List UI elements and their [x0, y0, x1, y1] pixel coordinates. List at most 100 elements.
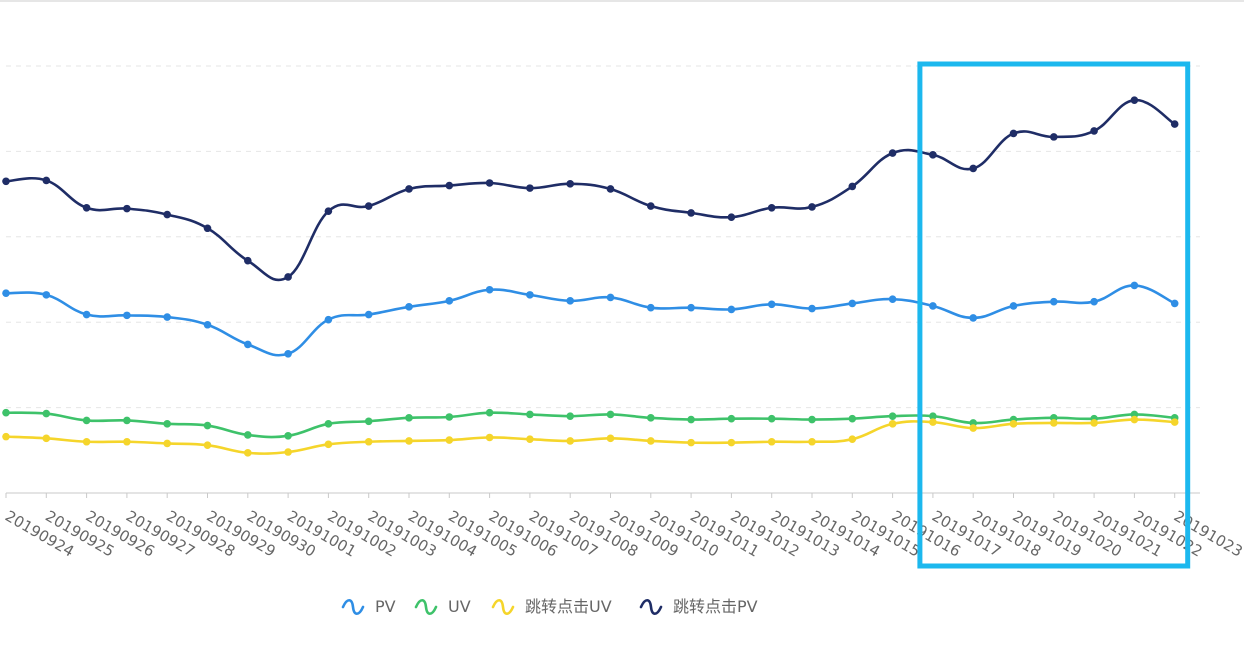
- data-point[interactable]: [606, 293, 615, 302]
- data-point[interactable]: [1170, 418, 1179, 426]
- data-point[interactable]: [284, 431, 292, 440]
- data-point[interactable]: [445, 297, 454, 305]
- data-point[interactable]: [808, 203, 816, 211]
- data-point[interactable]: [647, 303, 655, 312]
- data-point[interactable]: [1130, 96, 1139, 104]
- data-point[interactable]: [2, 432, 10, 441]
- data-point[interactable]: [606, 434, 615, 443]
- data-point[interactable]: [526, 184, 534, 192]
- data-point[interactable]: [324, 207, 333, 215]
- legend-item[interactable]: PV: [341, 597, 396, 616]
- data-point[interactable]: [647, 202, 655, 210]
- data-point[interactable]: [929, 302, 937, 310]
- data-point[interactable]: [405, 185, 413, 193]
- data-point[interactable]: [526, 435, 534, 443]
- data-point[interactable]: [364, 417, 373, 426]
- data-point[interactable]: [203, 421, 212, 430]
- data-point[interactable]: [526, 291, 534, 299]
- data-point[interactable]: [687, 415, 695, 424]
- data-point[interactable]: [42, 291, 51, 299]
- data-point[interactable]: [848, 182, 857, 191]
- data-point[interactable]: [123, 311, 131, 320]
- data-point[interactable]: [405, 303, 413, 311]
- data-point[interactable]: [848, 435, 857, 443]
- data-point[interactable]: [687, 438, 695, 447]
- data-point[interactable]: [888, 149, 897, 157]
- data-point[interactable]: [203, 441, 212, 449]
- data-point[interactable]: [82, 310, 91, 319]
- data-point[interactable]: [405, 414, 413, 422]
- data-point[interactable]: [808, 415, 816, 424]
- data-point[interactable]: [1009, 420, 1018, 428]
- data-point[interactable]: [163, 439, 171, 448]
- data-point[interactable]: [566, 412, 574, 420]
- data-point[interactable]: [82, 416, 91, 425]
- data-point[interactable]: [929, 412, 937, 420]
- data-point[interactable]: [163, 210, 171, 219]
- data-point[interactable]: [42, 434, 51, 443]
- data-point[interactable]: [485, 285, 494, 294]
- data-point[interactable]: [767, 414, 776, 423]
- data-point[interactable]: [123, 416, 131, 425]
- data-point[interactable]: [969, 314, 977, 322]
- legend-item[interactable]: 跳转点击PV: [639, 597, 758, 616]
- data-point[interactable]: [203, 320, 212, 329]
- data-point[interactable]: [1009, 302, 1018, 310]
- data-point[interactable]: [888, 412, 897, 420]
- data-point[interactable]: [727, 213, 736, 221]
- data-point[interactable]: [1170, 299, 1179, 308]
- data-point[interactable]: [244, 256, 252, 265]
- data-point[interactable]: [485, 408, 494, 417]
- data-point[interactable]: [727, 438, 736, 447]
- data-point[interactable]: [566, 297, 574, 305]
- data-point[interactable]: [445, 413, 454, 421]
- data-point[interactable]: [123, 437, 131, 446]
- data-point[interactable]: [848, 299, 857, 308]
- data-point[interactable]: [405, 437, 413, 445]
- data-point[interactable]: [364, 202, 373, 210]
- data-point[interactable]: [566, 437, 574, 445]
- legend[interactable]: PV UV 跳转点击UV 跳转点击PV: [341, 597, 758, 616]
- data-point[interactable]: [284, 273, 292, 281]
- data-point[interactable]: [1130, 415, 1139, 424]
- data-point[interactable]: [324, 315, 333, 324]
- data-point[interactable]: [364, 437, 373, 446]
- data-point[interactable]: [606, 185, 615, 193]
- data-point[interactable]: [123, 204, 131, 213]
- data-point[interactable]: [1050, 133, 1058, 141]
- data-point[interactable]: [808, 304, 816, 313]
- legend-item[interactable]: UV: [414, 597, 471, 616]
- data-point[interactable]: [929, 418, 937, 426]
- data-point[interactable]: [606, 410, 615, 419]
- data-point[interactable]: [687, 209, 695, 217]
- data-point[interactable]: [2, 289, 10, 297]
- data-point[interactable]: [1009, 129, 1018, 138]
- data-point[interactable]: [284, 349, 292, 358]
- data-point[interactable]: [244, 340, 252, 349]
- data-point[interactable]: [929, 151, 937, 159]
- data-point[interactable]: [485, 433, 494, 442]
- data-point[interactable]: [364, 310, 373, 319]
- data-point[interactable]: [1090, 297, 1098, 306]
- data-point[interactable]: [1050, 419, 1058, 427]
- data-point[interactable]: [324, 420, 333, 428]
- data-point[interactable]: [163, 313, 171, 321]
- data-point[interactable]: [808, 437, 816, 446]
- data-point[interactable]: [969, 424, 977, 432]
- data-point[interactable]: [647, 437, 655, 445]
- data-point[interactable]: [163, 420, 171, 428]
- data-point[interactable]: [2, 408, 10, 417]
- data-point[interactable]: [2, 177, 10, 186]
- data-point[interactable]: [82, 203, 91, 212]
- data-point[interactable]: [566, 180, 574, 188]
- data-point[interactable]: [647, 414, 655, 422]
- data-point[interactable]: [1090, 419, 1098, 427]
- data-point[interactable]: [445, 181, 454, 190]
- data-point[interactable]: [767, 203, 776, 212]
- data-point[interactable]: [888, 420, 897, 428]
- data-point[interactable]: [42, 176, 51, 185]
- data-point[interactable]: [485, 179, 494, 187]
- data-point[interactable]: [324, 440, 333, 449]
- data-point[interactable]: [42, 409, 51, 418]
- legend-item[interactable]: 跳转点击UV: [491, 597, 612, 616]
